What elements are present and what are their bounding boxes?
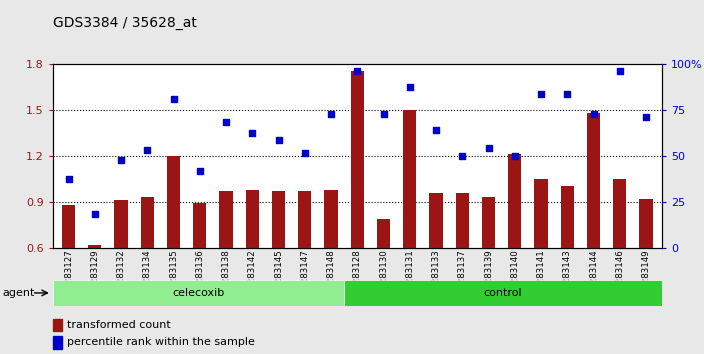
Point [404,84,415,90]
Bar [246,189,259,340]
Bar [455,193,469,340]
Bar [351,72,364,340]
Bar [534,179,548,340]
Point [535,92,546,97]
Point [89,211,101,217]
Bar [53,280,344,306]
Bar [560,187,574,340]
Bar [272,191,285,340]
Bar [141,197,154,340]
Point [115,158,127,163]
Point [220,119,232,125]
Bar [193,203,206,340]
Point [246,130,258,136]
Bar [325,189,338,340]
Bar [587,113,600,340]
Text: control: control [484,288,522,298]
Bar [53,319,62,331]
Point [142,147,153,153]
Point [194,168,206,174]
Bar [482,197,495,340]
Bar [344,280,662,306]
Bar [88,245,101,340]
Bar [115,200,127,340]
Bar [298,191,311,340]
Point [588,112,599,117]
Text: agent: agent [3,288,35,298]
Point [562,92,573,97]
Point [483,145,494,151]
Bar [220,191,232,340]
Bar [613,179,627,340]
Text: GDS3384 / 35628_at: GDS3384 / 35628_at [53,16,196,30]
Point [430,127,441,132]
Bar [639,199,653,340]
Point [351,69,363,74]
Point [457,153,468,159]
Point [614,69,625,74]
Point [509,153,520,159]
Point [168,96,180,102]
Point [63,176,74,182]
Text: transformed count: transformed count [68,320,171,330]
Point [325,112,337,117]
Bar [62,205,75,340]
Point [641,115,652,120]
Bar [403,110,416,340]
Point [273,138,284,143]
Bar [429,193,443,340]
Bar [508,154,522,340]
Bar [167,156,180,340]
Bar [53,336,62,349]
Text: celecoxib: celecoxib [172,288,225,298]
Point [378,112,389,117]
Bar [377,219,390,340]
Point [299,150,310,155]
Text: percentile rank within the sample: percentile rank within the sample [68,337,256,347]
